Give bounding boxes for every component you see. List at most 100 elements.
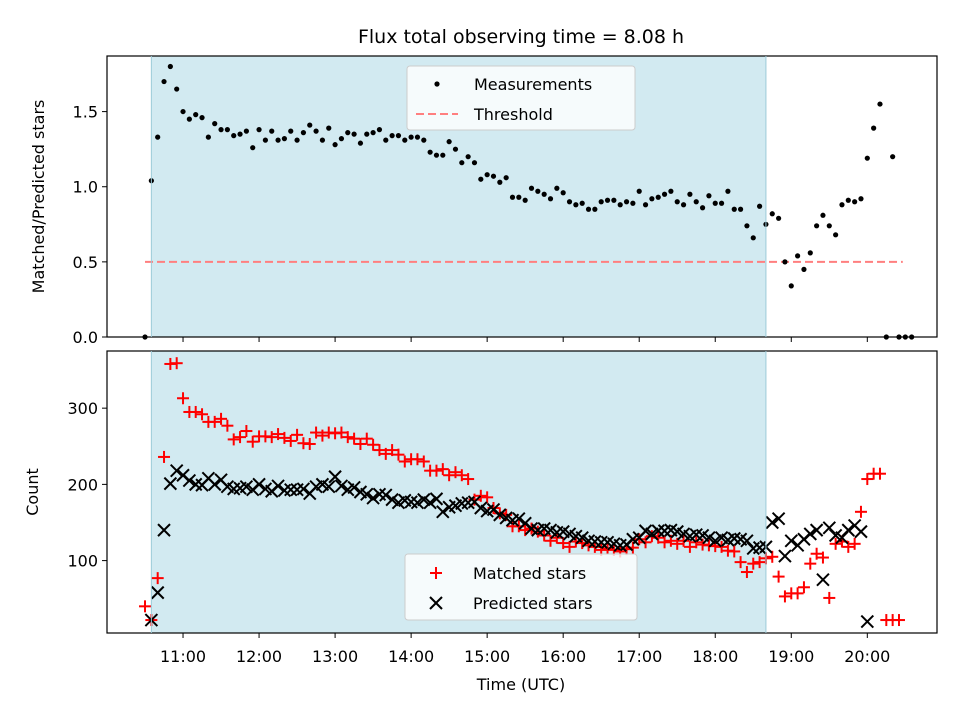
measurement-point bbox=[433, 152, 440, 158]
measurement-point bbox=[661, 191, 668, 197]
matched-star-point bbox=[272, 428, 285, 441]
predicted-x-b bbox=[404, 495, 418, 509]
matched-star-point bbox=[430, 464, 443, 477]
measurement-point bbox=[243, 128, 249, 134]
predicted-x-b bbox=[543, 523, 558, 537]
measurement-point bbox=[699, 205, 706, 211]
predicted-x-b bbox=[379, 488, 393, 502]
measurement-point bbox=[598, 199, 604, 205]
predicted-star-point bbox=[784, 534, 798, 548]
matched-star-point bbox=[208, 415, 221, 428]
top-y-ticks: 0.0 0.5 1.0 1.5 bbox=[73, 103, 107, 347]
predicted-star-point bbox=[429, 492, 444, 506]
measurement-point bbox=[718, 200, 725, 206]
x-tick-label: 19:00 bbox=[768, 647, 814, 666]
predicted-x-b bbox=[778, 549, 792, 563]
matched-star-point bbox=[766, 550, 779, 563]
predicted-x-b bbox=[353, 485, 368, 499]
measurement-point bbox=[769, 211, 775, 217]
measurement-point bbox=[256, 127, 262, 133]
matched-star-point bbox=[310, 426, 323, 439]
measurement-point bbox=[186, 116, 192, 122]
predicted-x-b bbox=[809, 523, 824, 537]
predicted-star-point bbox=[360, 487, 374, 501]
measurement-point bbox=[161, 78, 167, 85]
predicted-star-point bbox=[841, 523, 856, 537]
x-tick-label: 13:00 bbox=[312, 647, 358, 666]
measurement-point bbox=[877, 101, 883, 107]
measurement-point bbox=[541, 191, 547, 197]
measurement-point bbox=[750, 235, 756, 241]
predicted-x-b bbox=[157, 523, 171, 537]
measurement-point bbox=[459, 160, 465, 166]
measurement-point bbox=[376, 127, 383, 133]
legend-measurements-label: Measurements bbox=[474, 75, 592, 94]
predicted-star-point bbox=[423, 495, 437, 510]
predicted-star-point bbox=[379, 488, 393, 502]
matched-star-point bbox=[151, 572, 164, 585]
matched-star-point bbox=[848, 537, 861, 550]
bottom-y-ticks: 100 200 300 bbox=[67, 399, 107, 571]
predicted-x-b bbox=[828, 528, 843, 543]
matched-star-point bbox=[816, 551, 829, 564]
matched-star-point bbox=[234, 431, 247, 444]
predicted-x-b bbox=[252, 477, 266, 492]
matched-star-point bbox=[379, 447, 392, 460]
measurement-point bbox=[326, 125, 332, 131]
matched-star-point bbox=[715, 540, 728, 553]
measurement-point bbox=[465, 154, 471, 160]
predicted-star-point bbox=[809, 523, 824, 537]
y-tick-label: 100 bbox=[67, 552, 98, 571]
matched-star-point bbox=[240, 425, 253, 438]
predicted-star-point bbox=[182, 473, 197, 488]
measurement-point bbox=[535, 188, 541, 194]
predicted-x-b bbox=[296, 482, 311, 496]
measurement-point bbox=[680, 202, 687, 208]
predicted-x-b bbox=[695, 528, 710, 543]
matched-star-point bbox=[474, 489, 487, 502]
measurement-point bbox=[655, 194, 661, 200]
predicted-star-point bbox=[334, 479, 349, 493]
legend-matched-label: Matched stars bbox=[473, 564, 586, 583]
predicted-x-b bbox=[169, 463, 184, 478]
x-tick-label: 18:00 bbox=[692, 647, 738, 666]
x-tick-label: 14:00 bbox=[388, 647, 434, 666]
predicted-star-point bbox=[803, 527, 817, 541]
predicted-x-b bbox=[493, 508, 507, 522]
measurement-point bbox=[731, 206, 737, 212]
measurement-point bbox=[611, 197, 617, 203]
measurement-point bbox=[319, 137, 326, 143]
matched-star-point bbox=[221, 419, 234, 432]
bottom-legend: Matched stars Predicted stars bbox=[404, 553, 638, 621]
predicted-x-b bbox=[765, 515, 779, 530]
y-tick-label: 1.0 bbox=[73, 178, 98, 197]
measurement-point bbox=[408, 134, 414, 140]
predicted-x-b bbox=[854, 524, 868, 539]
matched-star-point bbox=[417, 455, 430, 468]
measurement-point bbox=[364, 131, 370, 137]
matched-star-point bbox=[658, 536, 671, 549]
measurement-point bbox=[484, 172, 490, 178]
measurement-point bbox=[852, 199, 858, 205]
matched-star-point bbox=[284, 434, 297, 447]
predicted-x-b bbox=[524, 521, 539, 536]
measurement-point bbox=[237, 131, 243, 137]
predicted-x-b bbox=[664, 523, 678, 537]
predicted-star-point bbox=[271, 479, 285, 493]
predicted-x-b bbox=[372, 487, 387, 501]
measurement-point bbox=[167, 63, 173, 70]
measurement-point bbox=[471, 160, 478, 166]
y-tick-label: 0.0 bbox=[73, 328, 98, 347]
measurement-point bbox=[509, 194, 516, 200]
legend-measurements-marker bbox=[434, 81, 440, 87]
matched-star-point bbox=[829, 537, 842, 550]
matched-star-point bbox=[778, 590, 791, 603]
measurement-point bbox=[668, 188, 674, 194]
predicted-star-point bbox=[512, 511, 526, 526]
predicted-x-b bbox=[569, 529, 583, 543]
predicted-star-point bbox=[366, 491, 380, 505]
measurement-point bbox=[440, 152, 446, 158]
predicted-x-b bbox=[423, 495, 437, 510]
matched-star-point bbox=[386, 444, 399, 457]
